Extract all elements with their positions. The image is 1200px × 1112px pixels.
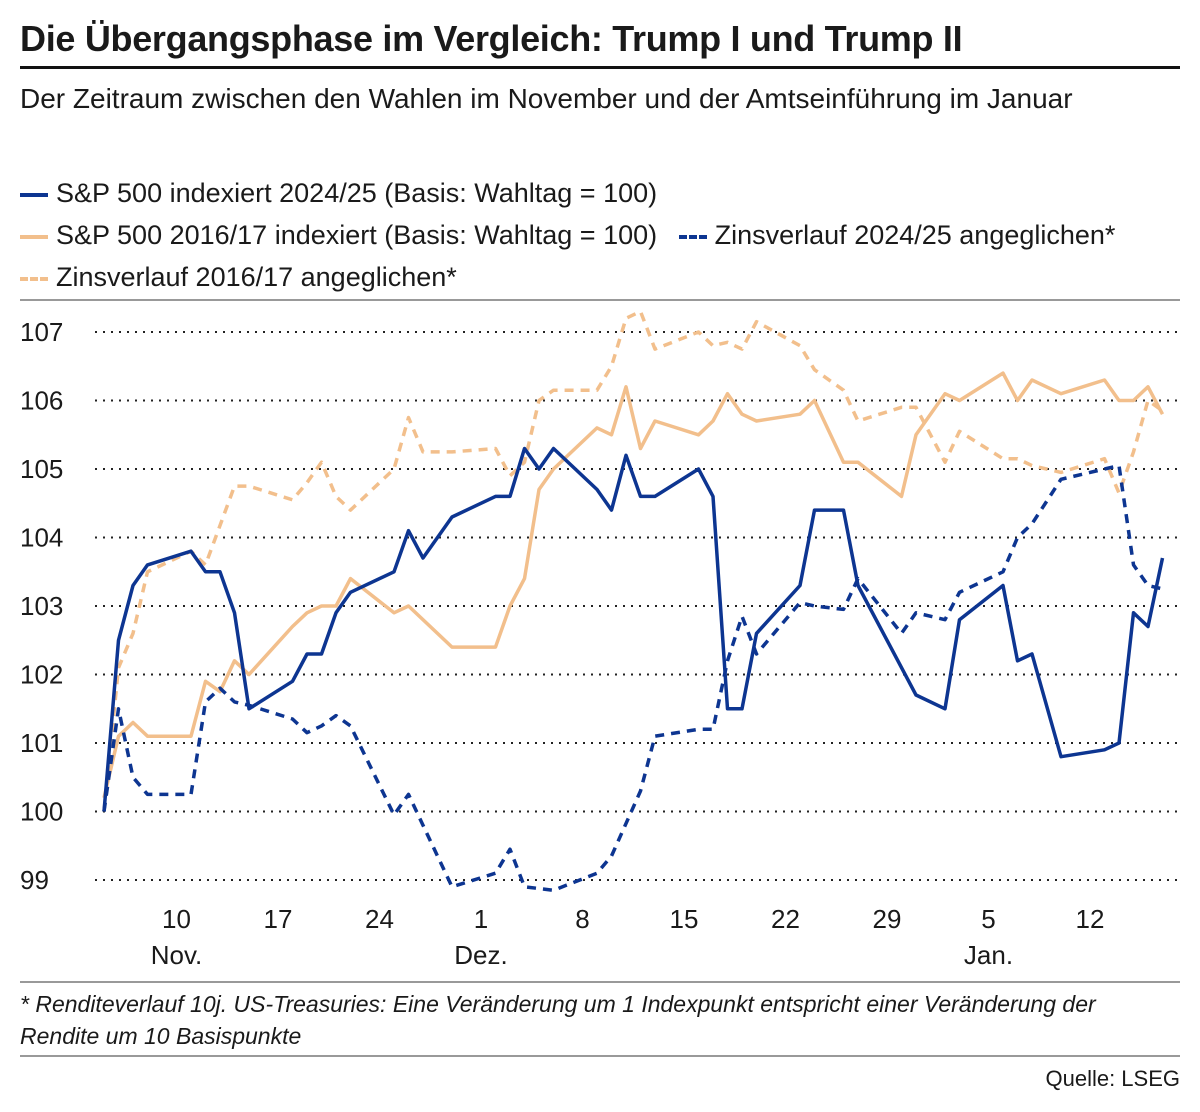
source: Quelle: LSEG: [1045, 1066, 1180, 1091]
x-tick-label: 5: [981, 904, 995, 934]
legend: S&P 500 indexiert 2024/25 (Basis: Wahlta…: [20, 172, 1180, 298]
divider: [20, 1055, 1180, 1057]
y-tick-label: 102: [20, 660, 63, 690]
legend-item: Zinsverlauf 2024/25 angeglichen*: [678, 220, 1116, 250]
x-tick-label: 17: [264, 904, 293, 934]
line-chart: 99 100 101 102 103 104 105 106 107 10 Nov. 17 24 1 Dez…: [20, 309, 1180, 970]
legend-swatch: [20, 192, 48, 197]
y-tick-label: 105: [20, 454, 63, 484]
x-month-label: Jan.: [964, 940, 1013, 970]
x-month-label: Nov.: [151, 940, 203, 970]
chart-title: Die Übergangsphase im Vergleich: Trump I…: [20, 18, 963, 59]
chart-subtitle: Der Zeitraum zwischen den Wahlen im Nove…: [20, 83, 1073, 114]
x-tick-label: 15: [670, 904, 699, 934]
x-tick-label: 22: [771, 904, 800, 934]
legend-label: Zinsverlauf 2016/17 angeglichen*: [56, 262, 457, 292]
x-month-label: Dez.: [454, 940, 507, 970]
x-tick-label: 12: [1076, 904, 1105, 934]
y-tick-label: 103: [20, 591, 63, 621]
series-line-1: [102, 446, 1165, 812]
x-tick-label: 8: [575, 904, 589, 934]
y-tick-label: 106: [20, 386, 63, 416]
y-tick-label: 104: [20, 523, 63, 553]
x-tick-label: 24: [365, 904, 394, 934]
legend-swatch: [20, 234, 48, 239]
y-tick-label: 101: [20, 728, 63, 758]
x-tick-label: 1: [474, 904, 488, 934]
legend-label: Zinsverlauf 2024/25 angeglichen*: [714, 220, 1116, 250]
series-line-3: [102, 463, 1163, 893]
footnote: * Renditeverlauf 10j. US-Treasuries: Ein…: [20, 991, 1096, 1049]
series-line-4: [102, 309, 1164, 812]
series-line-2: [102, 371, 1165, 799]
divider: [20, 299, 1180, 301]
y-tick-label: 99: [20, 865, 49, 895]
y-tick-label: 107: [20, 317, 63, 347]
legend-label: S&P 500 indexiert 2024/25 (Basis: Wahlta…: [56, 178, 658, 208]
title-rule: [20, 66, 1180, 69]
legend-swatch: [20, 276, 48, 281]
x-tick-label: 10: [162, 904, 191, 934]
legend-swatch: [678, 234, 707, 239]
x-tick-label: 29: [873, 904, 902, 934]
legend-item: S&P 500 2016/17 indexiert (Basis: Wahlta…: [20, 220, 657, 250]
divider: [20, 981, 1180, 983]
legend-item: S&P 500 indexiert 2024/25 (Basis: Wahlta…: [20, 178, 657, 208]
legend-label: S&P 500 2016/17 indexiert (Basis: Wahlta…: [56, 220, 658, 250]
y-tick-label: 100: [20, 797, 63, 827]
legend-item: Zinsverlauf 2016/17 angeglichen*: [20, 262, 457, 292]
